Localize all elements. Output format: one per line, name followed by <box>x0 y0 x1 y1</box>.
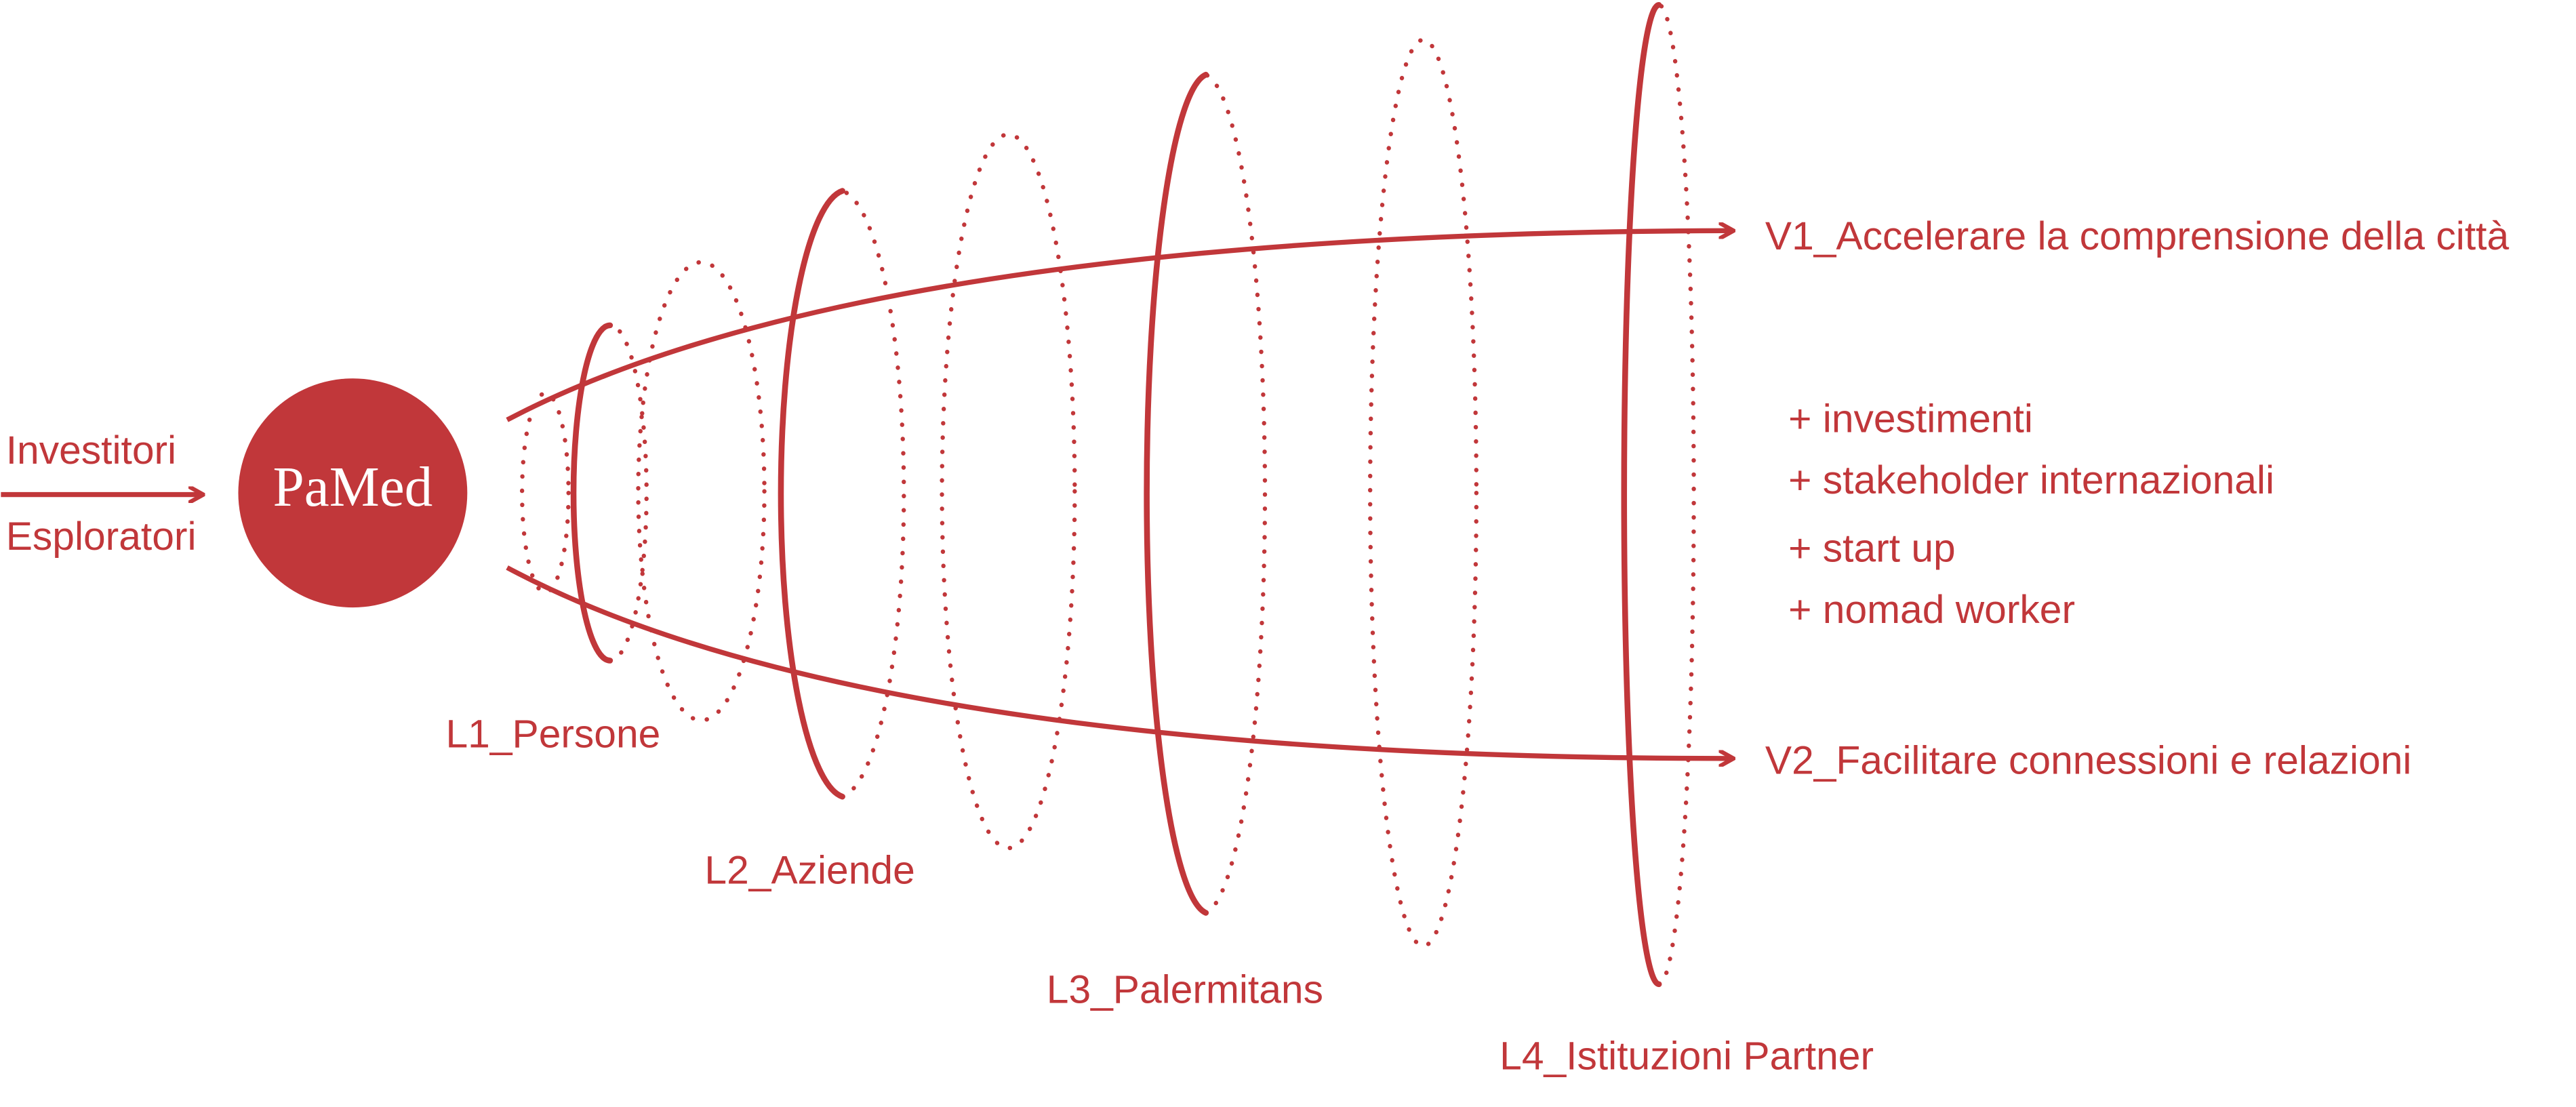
layer-ring <box>1144 71 1209 916</box>
funnel-curve <box>506 565 1732 759</box>
benefit-item: + stakeholder internazionali <box>1788 458 2274 502</box>
layer-ring-back <box>840 188 906 799</box>
outcome-label: V2_Facilitare connessioni e relazioni <box>1765 739 2412 783</box>
outcome-label: V1_Accelerare la comprensione della citt… <box>1765 214 2510 258</box>
layer-label: L3_Palermitans <box>1047 968 1323 1012</box>
funnel-curve <box>506 230 1732 422</box>
layer-label: L4_Istituzioni Partner <box>1500 1034 1874 1079</box>
layer-ring-back <box>607 323 649 663</box>
benefit-item: + start up <box>1788 526 1956 570</box>
dotted-ring <box>1368 37 1479 948</box>
input-label: Esploratori <box>6 515 197 559</box>
layer-ring <box>778 188 845 800</box>
benefit-item: + investimenti <box>1788 397 2033 441</box>
layer-ring <box>570 322 613 664</box>
dotted-ring <box>636 260 767 723</box>
benefit-item: + nomad worker <box>1788 588 2075 632</box>
input-label: Investitori <box>6 428 176 472</box>
layer-ring-back <box>1657 3 1696 987</box>
logo: PaMed <box>273 456 432 519</box>
dotted-ring <box>940 132 1077 851</box>
layer-ring <box>1621 2 1662 988</box>
dotted-ring <box>519 391 571 595</box>
layer-ring-back <box>1203 72 1268 915</box>
logo-circle <box>238 378 468 608</box>
layer-label: L1_Persone <box>446 712 661 757</box>
layer-label: L2_Aziende <box>704 848 914 892</box>
